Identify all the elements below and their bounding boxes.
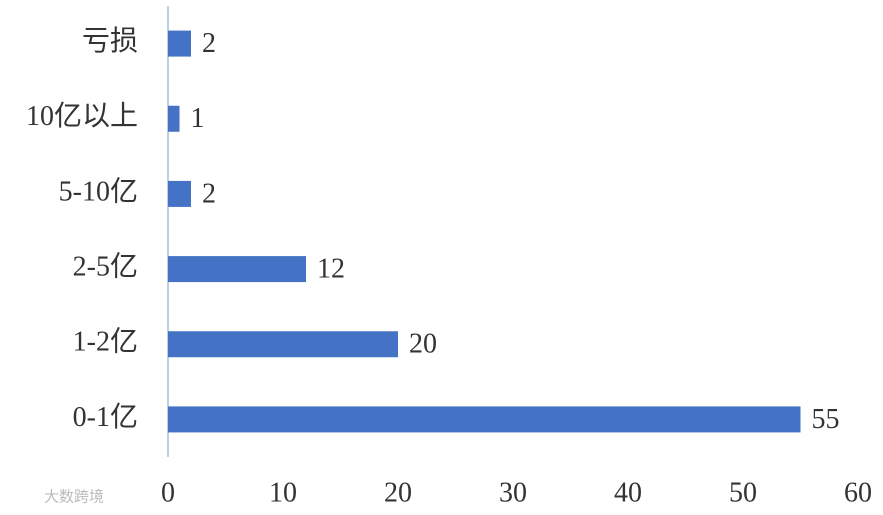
bar [168,30,191,57]
data-label: 2 [202,28,216,59]
bar [168,256,306,283]
bar [168,331,398,358]
y-tick-label: 0-1亿 [73,401,138,433]
y-tick-label: 5-10亿 [59,175,138,207]
watermark: 大数跨境 [44,488,104,506]
x-tick-label: 10 [269,477,297,508]
x-tick-label: 40 [614,477,642,508]
data-label: 1 [191,103,205,134]
data-label: 2 [202,178,216,209]
x-tick-label: 50 [729,477,757,508]
y-tick-label: 亏损 [82,25,138,57]
y-tick-label: 1-2亿 [73,326,138,358]
y-tick-label: 2-5亿 [73,251,138,283]
x-tick-label: 20 [384,477,412,508]
x-tick-label: 60 [844,477,872,508]
data-label: 20 [409,329,437,360]
data-label: 12 [317,254,345,285]
data-label: 55 [812,404,840,435]
x-tick-label: 0 [161,477,175,508]
bar [168,105,180,132]
x-tick-label: 30 [499,477,527,508]
y-tick-label: 10亿以上 [26,100,138,132]
bar [168,406,801,433]
bar [168,180,191,207]
